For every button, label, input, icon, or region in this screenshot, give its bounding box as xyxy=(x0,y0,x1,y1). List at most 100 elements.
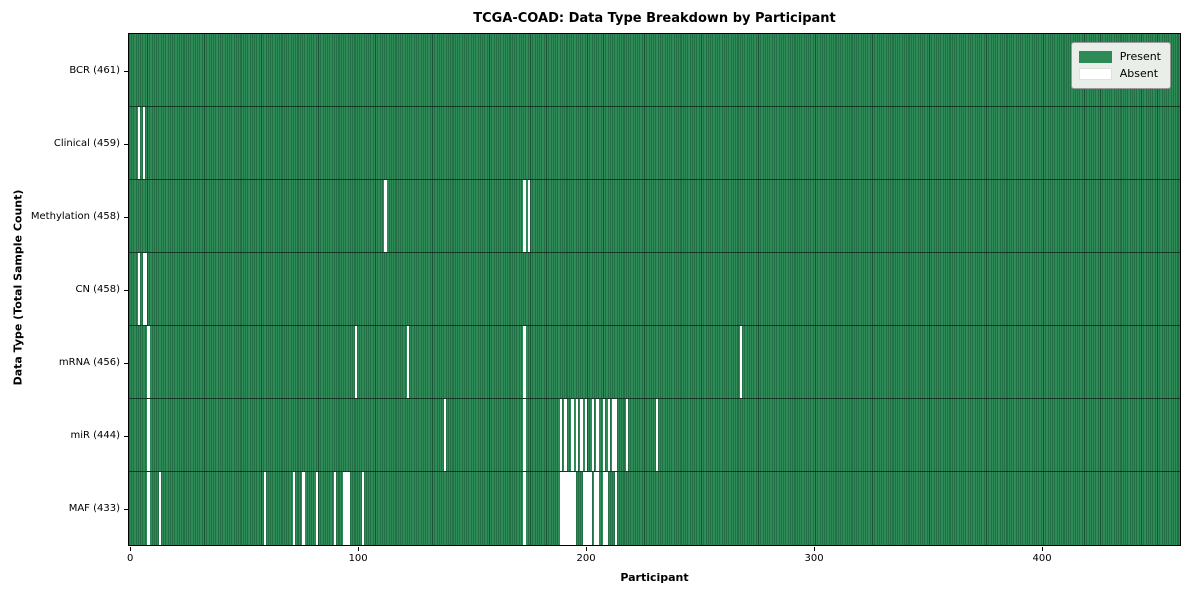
heatmap-row-miR xyxy=(129,399,1180,472)
absent-stripe xyxy=(147,326,150,398)
absent-stripe xyxy=(293,472,296,545)
y-tick-mark xyxy=(124,143,128,145)
x-tick-label-300: 300 xyxy=(804,553,824,564)
legend-present-label: Present xyxy=(1119,50,1161,63)
absent-stripe xyxy=(138,107,141,179)
heatmap-row-Clinical xyxy=(129,107,1180,180)
absent-stripe xyxy=(347,472,351,545)
absent-stripe xyxy=(315,472,319,545)
absent-stripe xyxy=(596,399,599,471)
absent-stripe xyxy=(562,472,565,545)
absent-stripe xyxy=(569,472,572,545)
legend-absent-swatch xyxy=(1078,67,1112,80)
x-tick-mark xyxy=(1042,547,1044,551)
absent-stripe xyxy=(147,472,150,545)
x-tick-mark xyxy=(586,547,588,551)
absent-stripe xyxy=(144,253,148,325)
absent-stripe xyxy=(523,180,526,252)
absent-stripe xyxy=(626,399,629,471)
heatmap-row-Methylation xyxy=(129,180,1180,253)
x-tick-label-0: 0 xyxy=(126,553,134,564)
absent-stripe xyxy=(443,399,446,471)
plot-area: Present Absent xyxy=(128,33,1181,546)
y-tick-mark xyxy=(124,216,128,218)
absent-stripe xyxy=(655,399,658,471)
absent-stripe xyxy=(607,399,611,471)
y-tick-mark xyxy=(124,508,128,510)
y-tick-mark xyxy=(124,435,128,437)
legend-entry-present: Present xyxy=(1078,48,1161,65)
absent-stripe xyxy=(138,253,141,325)
absent-stripe xyxy=(263,472,266,545)
heatmap-row-MAF xyxy=(129,472,1180,545)
absent-stripe xyxy=(614,399,617,471)
absent-stripe xyxy=(589,472,592,545)
absent-stripe xyxy=(605,472,608,545)
x-tick-mark xyxy=(814,547,816,551)
absent-stripe xyxy=(343,472,346,545)
y-tick-label-BCR: BCR (461) xyxy=(69,64,120,76)
absent-stripe xyxy=(571,399,574,471)
absent-stripe xyxy=(580,399,583,471)
heatmap-rows xyxy=(129,34,1180,545)
absent-stripe xyxy=(527,180,531,252)
absent-stripe xyxy=(564,399,567,471)
y-tick-label-Clinical: Clinical (459) xyxy=(53,137,120,149)
x-tick-label-100: 100 xyxy=(348,553,368,564)
heatmap-row-mRNA xyxy=(129,326,1180,399)
heatmap-row-BCR xyxy=(129,34,1180,107)
absent-stripe xyxy=(523,472,526,545)
absent-stripe xyxy=(584,472,588,545)
x-axis-label: Participant xyxy=(620,571,689,584)
chart-title: TCGA-COAD: Data Type Breakdown by Partic… xyxy=(473,11,836,26)
y-tick-label-Methylation: Methylation (458) xyxy=(30,210,120,222)
y-tick-label-CN: CN (458) xyxy=(75,283,120,295)
absent-stripe xyxy=(302,472,305,545)
absent-stripe xyxy=(523,399,526,471)
absent-stripe xyxy=(334,472,337,545)
absent-stripe xyxy=(354,326,357,398)
absent-stripe xyxy=(564,472,567,545)
x-tick-label-200: 200 xyxy=(576,553,596,564)
absent-stripe xyxy=(739,326,743,398)
absent-stripe xyxy=(407,326,410,398)
absent-stripe xyxy=(361,472,364,545)
absent-stripe xyxy=(614,472,617,545)
y-tick-mark xyxy=(124,362,128,364)
absent-stripe xyxy=(594,472,597,545)
absent-stripe xyxy=(603,399,606,471)
heatmap-row-CN xyxy=(129,253,1180,326)
absent-stripe xyxy=(559,472,563,545)
absent-stripe xyxy=(575,399,579,471)
absent-stripe xyxy=(142,107,145,179)
absent-stripe xyxy=(147,399,150,471)
legend: Present Absent xyxy=(1070,42,1171,89)
y-tick-mark xyxy=(124,70,128,72)
absent-stripe xyxy=(612,399,615,471)
absent-stripe xyxy=(587,472,590,545)
y-tick-label-MAF: MAF (433) xyxy=(68,502,120,514)
absent-stripe xyxy=(582,472,585,545)
absent-stripe xyxy=(142,253,145,325)
x-tick-mark xyxy=(358,547,360,551)
absent-stripe xyxy=(559,399,563,471)
legend-present-swatch xyxy=(1078,50,1112,63)
absent-stripe xyxy=(591,399,595,471)
absent-stripe xyxy=(566,472,569,545)
y-tick-label-miR: miR (444) xyxy=(70,429,120,441)
absent-stripe xyxy=(523,326,526,398)
y-tick-mark xyxy=(124,289,128,291)
absent-stripe xyxy=(603,472,606,545)
absent-stripe xyxy=(571,472,574,545)
absent-stripe xyxy=(584,399,588,471)
absent-stripe xyxy=(573,472,576,545)
absent-stripe xyxy=(596,472,599,545)
absent-stripe xyxy=(384,180,387,252)
x-tick-label-400: 400 xyxy=(1032,553,1052,564)
legend-absent-label: Absent xyxy=(1119,67,1159,80)
absent-stripe xyxy=(345,472,348,545)
absent-stripe xyxy=(158,472,161,545)
y-tick-label-mRNA: mRNA (456) xyxy=(58,356,120,368)
legend-entry-absent: Absent xyxy=(1078,65,1161,82)
